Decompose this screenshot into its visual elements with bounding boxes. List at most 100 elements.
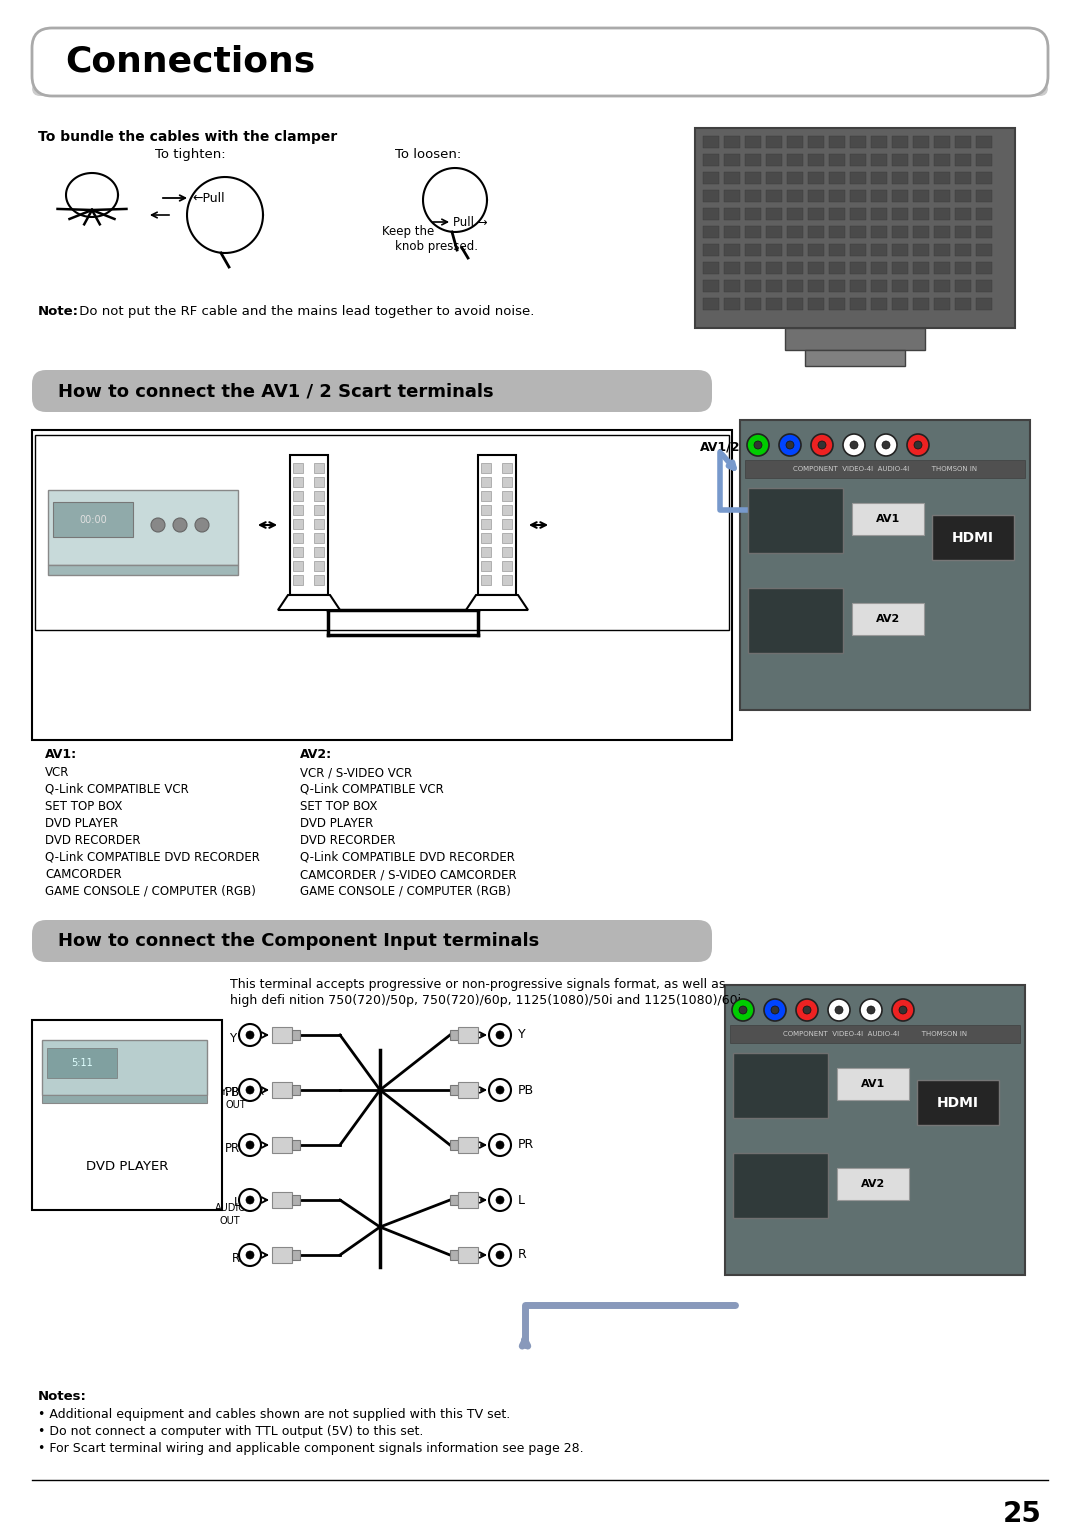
Text: PR: PR xyxy=(225,1142,240,1154)
Bar xyxy=(870,244,887,257)
Circle shape xyxy=(732,999,754,1022)
Circle shape xyxy=(239,1245,261,1266)
Bar xyxy=(976,263,993,273)
Text: • For Scart terminal wiring and applicable component signals information see pag: • For Scart terminal wiring and applicab… xyxy=(38,1441,583,1455)
Polygon shape xyxy=(465,596,528,609)
Bar xyxy=(703,136,719,148)
Text: ←Pull: ←Pull xyxy=(192,191,225,205)
Text: Do not put the RF cable and the mains lead together to avoid noise.: Do not put the RF cable and the mains le… xyxy=(75,305,535,318)
Bar xyxy=(837,1067,909,1099)
Bar xyxy=(48,490,238,565)
Text: Y: Y xyxy=(518,1029,526,1041)
Bar xyxy=(829,263,845,273)
Bar xyxy=(892,298,908,310)
Bar xyxy=(892,136,908,148)
Bar xyxy=(724,244,740,257)
Bar xyxy=(850,208,866,220)
Bar xyxy=(829,279,845,292)
Bar xyxy=(913,173,929,183)
Bar xyxy=(703,189,719,202)
Bar xyxy=(934,154,950,166)
Bar xyxy=(808,208,824,220)
Bar xyxy=(450,1251,458,1260)
Bar xyxy=(934,226,950,238)
Bar xyxy=(913,208,929,220)
Polygon shape xyxy=(278,596,340,609)
Bar xyxy=(293,463,303,473)
Bar xyxy=(976,154,993,166)
Text: knob pressed.: knob pressed. xyxy=(395,240,478,253)
Bar xyxy=(934,136,950,148)
Bar xyxy=(733,1153,828,1219)
Bar xyxy=(293,492,303,501)
Text: VCR: VCR xyxy=(45,767,69,779)
Bar xyxy=(733,1054,828,1118)
Circle shape xyxy=(246,1086,254,1093)
Circle shape xyxy=(246,1251,254,1258)
Text: COMPONENT  VIDEO-4I  AUDIO-4I          THOMSON IN: COMPONENT VIDEO-4I AUDIO-4I THOMSON IN xyxy=(783,1031,967,1037)
Bar xyxy=(787,154,804,166)
Bar xyxy=(745,279,761,292)
Bar xyxy=(850,244,866,257)
Text: Y, PB, PR: Y, PB, PR xyxy=(220,1087,264,1096)
Bar xyxy=(53,502,133,538)
Bar xyxy=(913,136,929,148)
Bar xyxy=(293,476,303,487)
Circle shape xyxy=(804,1006,811,1014)
Text: Keep the: Keep the xyxy=(382,224,434,238)
Bar xyxy=(745,136,761,148)
Text: L: L xyxy=(518,1194,525,1206)
Bar xyxy=(293,519,303,528)
Bar xyxy=(913,154,929,166)
Bar xyxy=(481,519,491,528)
Bar xyxy=(724,136,740,148)
Bar xyxy=(829,136,845,148)
Circle shape xyxy=(907,434,929,457)
Bar xyxy=(787,279,804,292)
Bar xyxy=(976,226,993,238)
Bar xyxy=(502,463,512,473)
Circle shape xyxy=(882,441,890,449)
Bar xyxy=(787,208,804,220)
Bar xyxy=(766,208,782,220)
Circle shape xyxy=(747,434,769,457)
Bar xyxy=(748,489,843,553)
Text: DVD PLAYER: DVD PLAYER xyxy=(300,817,374,831)
Bar xyxy=(808,136,824,148)
Bar xyxy=(450,1086,458,1095)
Bar xyxy=(502,476,512,487)
Circle shape xyxy=(786,441,794,449)
Bar xyxy=(703,173,719,183)
Text: AV1:: AV1: xyxy=(45,748,77,760)
Bar xyxy=(808,154,824,166)
Bar xyxy=(852,502,924,534)
Bar xyxy=(955,154,971,166)
Circle shape xyxy=(811,434,833,457)
Bar xyxy=(808,298,824,310)
Text: 00:00: 00:00 xyxy=(79,515,107,525)
Text: DVD RECORDER: DVD RECORDER xyxy=(45,834,140,847)
Bar xyxy=(850,154,866,166)
Circle shape xyxy=(489,1080,511,1101)
Bar xyxy=(850,298,866,310)
Bar xyxy=(892,244,908,257)
Bar xyxy=(458,1248,478,1263)
Bar xyxy=(724,208,740,220)
Text: HDMI: HDMI xyxy=(951,531,994,545)
Bar xyxy=(850,136,866,148)
Bar xyxy=(502,533,512,544)
FancyBboxPatch shape xyxy=(32,82,1048,96)
Bar xyxy=(892,189,908,202)
Bar xyxy=(502,519,512,528)
Text: CAMCORDER: CAMCORDER xyxy=(45,867,122,881)
Text: HDMI: HDMI xyxy=(937,1096,978,1110)
Circle shape xyxy=(764,999,786,1022)
Bar xyxy=(976,298,993,310)
Text: PB: PB xyxy=(518,1084,535,1096)
Bar xyxy=(42,1040,207,1095)
Bar xyxy=(502,492,512,501)
Circle shape xyxy=(875,434,897,457)
Bar xyxy=(745,226,761,238)
Bar xyxy=(870,154,887,166)
Text: AV1/2: AV1/2 xyxy=(700,440,741,454)
